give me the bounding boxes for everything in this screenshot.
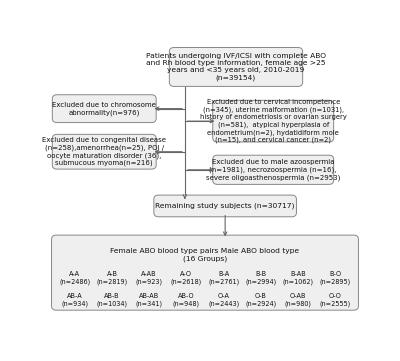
Text: AB-AB
(n=341): AB-AB (n=341) (136, 293, 163, 308)
Text: O-AB
(n=980): O-AB (n=980) (284, 293, 312, 308)
FancyBboxPatch shape (52, 235, 358, 310)
Text: A-AB
(n=923): A-AB (n=923) (136, 271, 163, 285)
Text: O-B
(n=2924): O-B (n=2924) (245, 293, 276, 308)
Text: Remaining study subjects (n=30717): Remaining study subjects (n=30717) (155, 203, 295, 209)
FancyBboxPatch shape (213, 100, 334, 142)
FancyBboxPatch shape (52, 95, 156, 122)
Text: A-B
(n=2819): A-B (n=2819) (96, 271, 128, 285)
FancyBboxPatch shape (169, 48, 303, 86)
Text: A-O
(n=2618): A-O (n=2618) (171, 271, 202, 285)
Text: B-A
(n=2761): B-A (n=2761) (208, 271, 239, 285)
Text: B-B
(n=2994): B-B (n=2994) (245, 271, 276, 285)
Text: Excluded due to chromosome
abnormality(n=976): Excluded due to chromosome abnormality(n… (52, 102, 156, 116)
Text: Patients undergoing IVF/ICSI with complete ABO
and Rh blood type information, fe: Patients undergoing IVF/ICSI with comple… (146, 53, 326, 81)
Text: AB-A
(n=934): AB-A (n=934) (61, 293, 88, 308)
FancyBboxPatch shape (154, 195, 296, 217)
Text: AB-B
(n=1034): AB-B (n=1034) (96, 293, 128, 308)
Text: B-O
(n=2895): B-O (n=2895) (320, 271, 351, 285)
Text: Female ABO blood type pairs Male ABO blood type
(16 Groups): Female ABO blood type pairs Male ABO blo… (110, 248, 300, 262)
Text: Excluded due to cervical incompetence
(n=345), uterine malformation (n=1031),
hi: Excluded due to cervical incompetence (n… (200, 99, 347, 143)
Text: AB-O
(n=948): AB-O (n=948) (173, 293, 200, 308)
Text: B-AB
(n=1062): B-AB (n=1062) (282, 271, 314, 285)
Text: O-O
(n=2555): O-O (n=2555) (320, 293, 351, 308)
Text: Excluded due to congenital disease
(n=258),amenorrhea(n=25), POI /
oocyte matura: Excluded due to congenital disease (n=25… (42, 137, 166, 166)
Text: Excluded due to male azoospermia
(n=1981), necrozoospermia (n=16),
severe oligoa: Excluded due to male azoospermia (n=1981… (206, 159, 340, 180)
FancyBboxPatch shape (213, 155, 334, 184)
Text: A-A
(n=2486): A-A (n=2486) (59, 271, 90, 285)
FancyBboxPatch shape (52, 134, 156, 169)
Text: O-A
(n=2443): O-A (n=2443) (208, 293, 239, 308)
